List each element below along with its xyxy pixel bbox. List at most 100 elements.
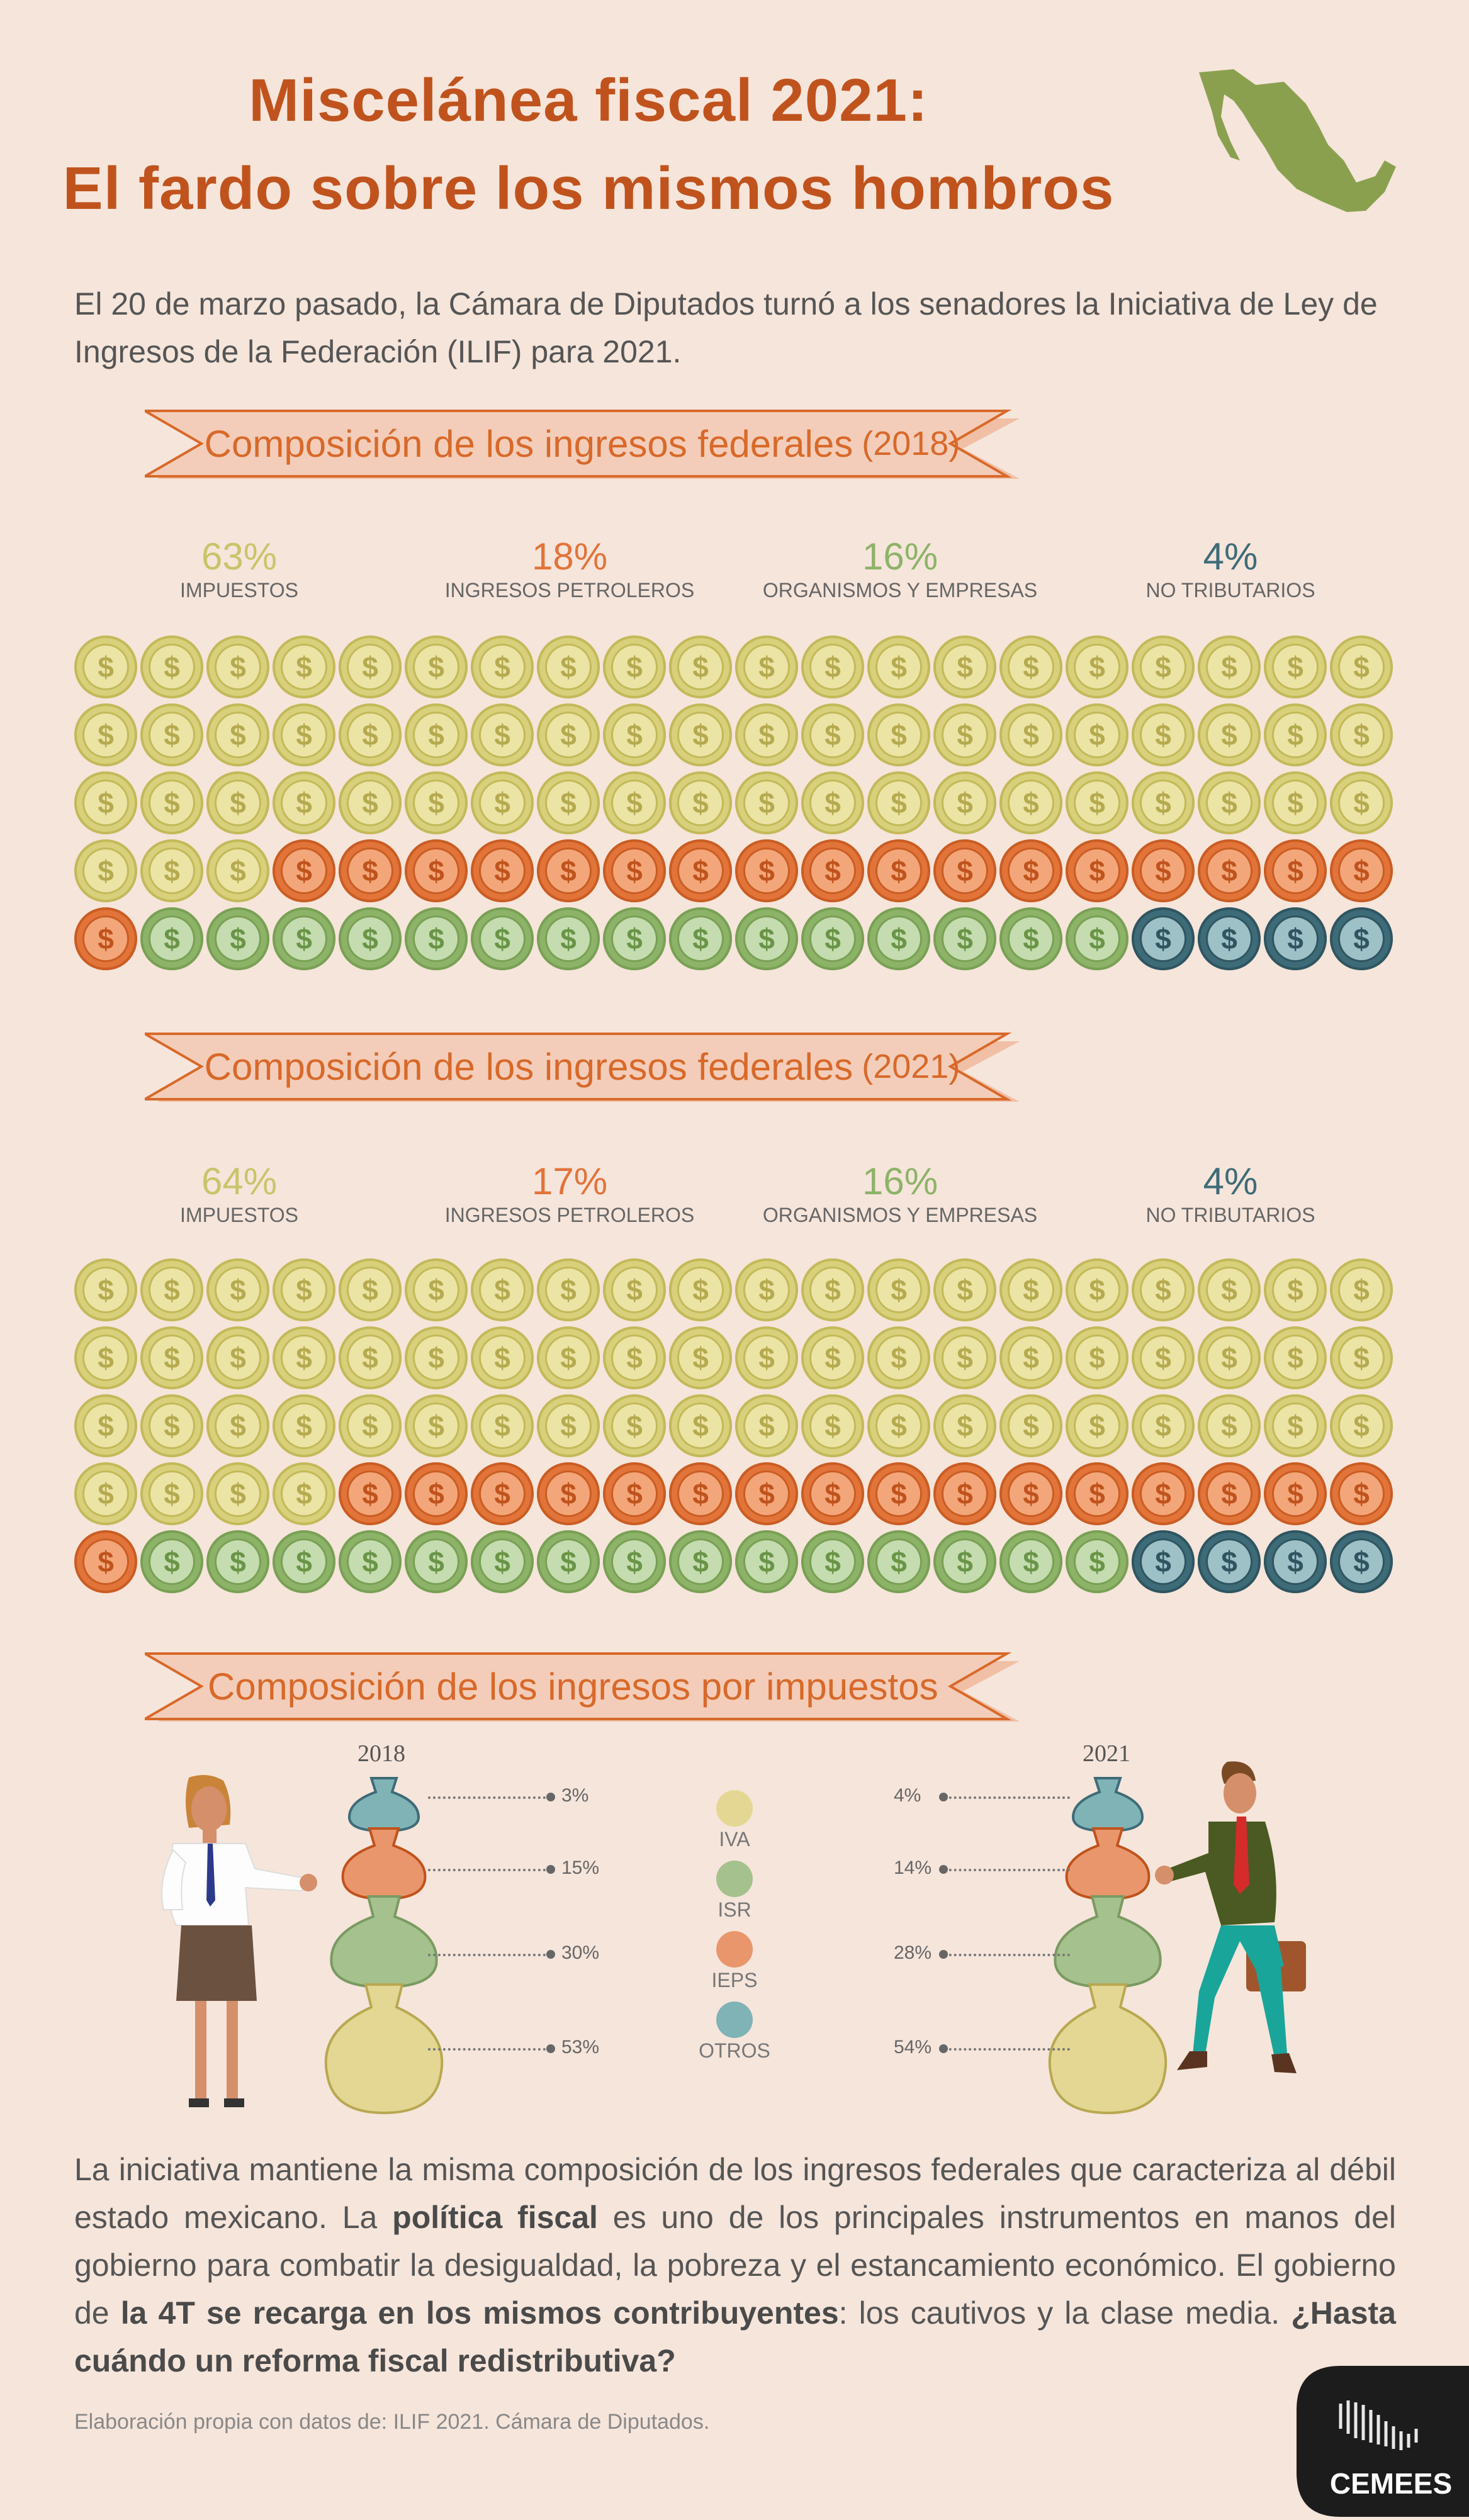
dollar-sign-icon: $ (415, 1268, 458, 1311)
coin-organismos: $ (669, 907, 732, 970)
coin-impuestos: $ (339, 1394, 402, 1457)
coin-organismos: $ (1066, 907, 1128, 970)
dollar-sign-icon: $ (1142, 1268, 1185, 1311)
dollar-sign-icon: $ (481, 646, 524, 688)
dollar-sign-icon: $ (1340, 1472, 1383, 1515)
dollar-sign-icon: $ (150, 1404, 193, 1447)
coin-organismos: $ (999, 907, 1062, 970)
coin-impuestos: $ (1066, 771, 1128, 834)
coin-impuestos: $ (206, 1258, 269, 1321)
coin-petroleros: $ (1264, 839, 1327, 902)
coin-impuestos: $ (537, 1326, 600, 1389)
tax-right-ieps-leader (944, 1869, 1070, 1871)
coin-impuestos: $ (140, 1462, 203, 1525)
dollar-sign-icon: $ (84, 714, 127, 756)
closing-text-1: La iniciativa mantiene la misma composic… (74, 2152, 1396, 2235)
coin-impuestos: $ (1198, 636, 1261, 698)
coin-petroleros: $ (1132, 839, 1195, 902)
dollar-sign-icon: $ (217, 1404, 259, 1447)
coin-impuestos: $ (206, 1394, 269, 1457)
coin-impuestos: $ (339, 1258, 402, 1321)
coin-impuestos: $ (735, 636, 798, 698)
coin-impuestos: $ (273, 1326, 335, 1389)
coin-impuestos: $ (999, 771, 1062, 834)
dollar-sign-icon: $ (877, 1404, 920, 1447)
coin-impuestos: $ (669, 771, 732, 834)
tax-right-otros-leader (944, 1796, 1070, 1799)
dollar-sign-icon: $ (943, 1404, 986, 1447)
banner-2018-text: Composición de los ingresos federales (2… (201, 406, 963, 481)
woman-figure-icon (161, 1775, 317, 2107)
dollar-sign-icon: $ (613, 917, 656, 960)
coin-no_tributarios: $ (1198, 907, 1261, 970)
coin-petroleros: $ (735, 839, 798, 902)
coin-impuestos: $ (1198, 1258, 1261, 1321)
coin-no_tributarios: $ (1264, 1530, 1327, 1593)
dollar-sign-icon: $ (745, 781, 788, 824)
coin-petroleros: $ (999, 1462, 1062, 1525)
dollar-sign-icon: $ (283, 646, 325, 688)
coin-impuestos: $ (867, 636, 930, 698)
coin-impuestos: $ (206, 703, 269, 766)
coin-organismos: $ (273, 907, 335, 970)
coin-impuestos: $ (339, 703, 402, 766)
dollar-sign-icon: $ (1274, 1336, 1317, 1379)
dollar-sign-icon: $ (613, 1404, 656, 1447)
man-figure-icon (1155, 1761, 1306, 2073)
dollar-sign-icon: $ (679, 1404, 722, 1447)
dollar-sign-icon: $ (415, 781, 458, 824)
coin-impuestos: $ (471, 636, 534, 698)
coin-organismos: $ (867, 907, 930, 970)
dollar-sign-icon: $ (349, 849, 391, 892)
dollar-sign-icon: $ (877, 917, 920, 960)
dollar-sign-icon: $ (283, 714, 325, 756)
dollar-sign-icon: $ (84, 849, 127, 892)
dollar-sign-icon: $ (481, 1268, 524, 1311)
closing-text-3: : los cautivos y la clase media. (838, 2295, 1292, 2331)
dollar-sign-icon: $ (679, 1540, 722, 1583)
tax-right-isr-dot (939, 1950, 948, 1959)
dollar-sign-icon: $ (217, 714, 259, 756)
coin-impuestos: $ (74, 636, 137, 698)
dollar-sign-icon: $ (150, 646, 193, 688)
coin-impuestos: $ (273, 1258, 335, 1321)
dollar-sign-icon: $ (943, 714, 986, 756)
coin-impuestos: $ (1132, 703, 1195, 766)
dollar-sign-icon: $ (1340, 1404, 1383, 1447)
coin-impuestos: $ (999, 1326, 1062, 1389)
dollar-sign-icon: $ (1274, 1404, 1317, 1447)
dollar-sign-icon: $ (811, 1268, 854, 1311)
coin-impuestos: $ (1330, 1258, 1393, 1321)
coin-petroleros: $ (867, 1462, 930, 1525)
stat-impuestos-pct: 63% (201, 535, 278, 578)
coin-impuestos: $ (405, 771, 468, 834)
dollar-sign-icon: $ (745, 917, 788, 960)
dollar-sign-icon: $ (217, 1472, 259, 1515)
coin-impuestos: $ (405, 1394, 468, 1457)
stat-no_tributarios-pct: 4% (1203, 535, 1258, 578)
coin-organismos: $ (933, 1530, 996, 1593)
coin-impuestos: $ (933, 1258, 996, 1321)
cemees-logo-badge-icon (1297, 2366, 1469, 2517)
dollar-sign-icon: $ (415, 917, 458, 960)
coin-impuestos: $ (339, 1326, 402, 1389)
coin-petroleros: $ (735, 1462, 798, 1525)
dollar-sign-icon: $ (349, 714, 391, 756)
coin-petroleros: $ (603, 839, 666, 902)
coin-impuestos: $ (1198, 1394, 1261, 1457)
legend-ieps-label: IEPS (711, 1969, 758, 1991)
tax-right-ieps-pct: 14% (894, 1857, 932, 1878)
legend-otros-label: OTROS (699, 2039, 770, 2062)
tax-right-iva-leader (944, 2048, 1070, 2051)
dollar-sign-icon: $ (613, 1336, 656, 1379)
dollar-sign-icon: $ (349, 1404, 391, 1447)
dollar-sign-icon: $ (1142, 1472, 1185, 1515)
dollar-sign-icon: $ (150, 781, 193, 824)
dollar-sign-icon: $ (811, 781, 854, 824)
dollar-sign-icon: $ (1142, 1540, 1185, 1583)
coin-organismos: $ (140, 907, 203, 970)
dollar-sign-icon: $ (1274, 917, 1317, 960)
coin-impuestos: $ (999, 703, 1062, 766)
dollar-sign-icon: $ (150, 714, 193, 756)
coin-organismos: $ (999, 1530, 1062, 1593)
